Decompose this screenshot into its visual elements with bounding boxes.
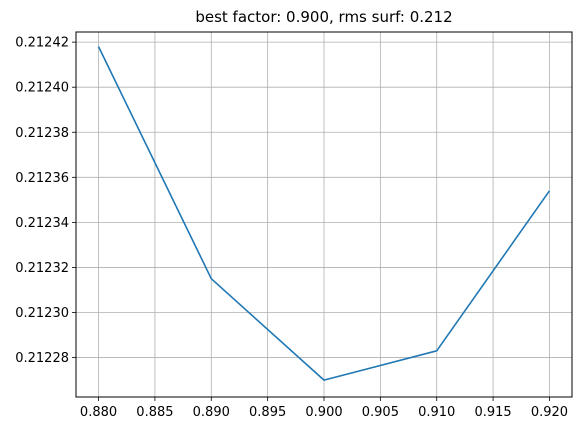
- y-tick-label: 0.21228: [15, 351, 69, 366]
- y-tick-label: 0.21236: [15, 171, 69, 186]
- y-tick-label: 0.21242: [15, 36, 69, 51]
- x-tick-label: 0.920: [531, 405, 568, 420]
- grid: [76, 32, 572, 397]
- y-tick-label: 0.21230: [15, 306, 69, 321]
- x-tick-label: 0.885: [136, 405, 173, 420]
- y-tick-label: 0.21234: [15, 216, 69, 231]
- axis-ticks: 0.880 0.885 0.890 0.895 0.900 0.905 0.910 0.915…: [15, 36, 568, 420]
- x-tick-label: 0.890: [193, 405, 230, 420]
- x-tick-label: 0.895: [249, 405, 286, 420]
- y-tick-label: 0.21232: [15, 261, 69, 276]
- series-line: [97, 46, 551, 381]
- x-tick-label: 0.910: [418, 405, 455, 420]
- x-tick-label: 0.880: [80, 405, 117, 420]
- x-tick-label: 0.905: [362, 405, 399, 420]
- series-layer: [97, 46, 551, 381]
- y-tick-label: 0.21240: [15, 81, 69, 96]
- x-tick-label: 0.900: [305, 405, 342, 420]
- y-tick-label: 0.21238: [15, 126, 69, 141]
- chart-title: best factor: 0.900, rms surf: 0.212: [195, 8, 452, 26]
- x-tick-label: 0.915: [474, 405, 511, 420]
